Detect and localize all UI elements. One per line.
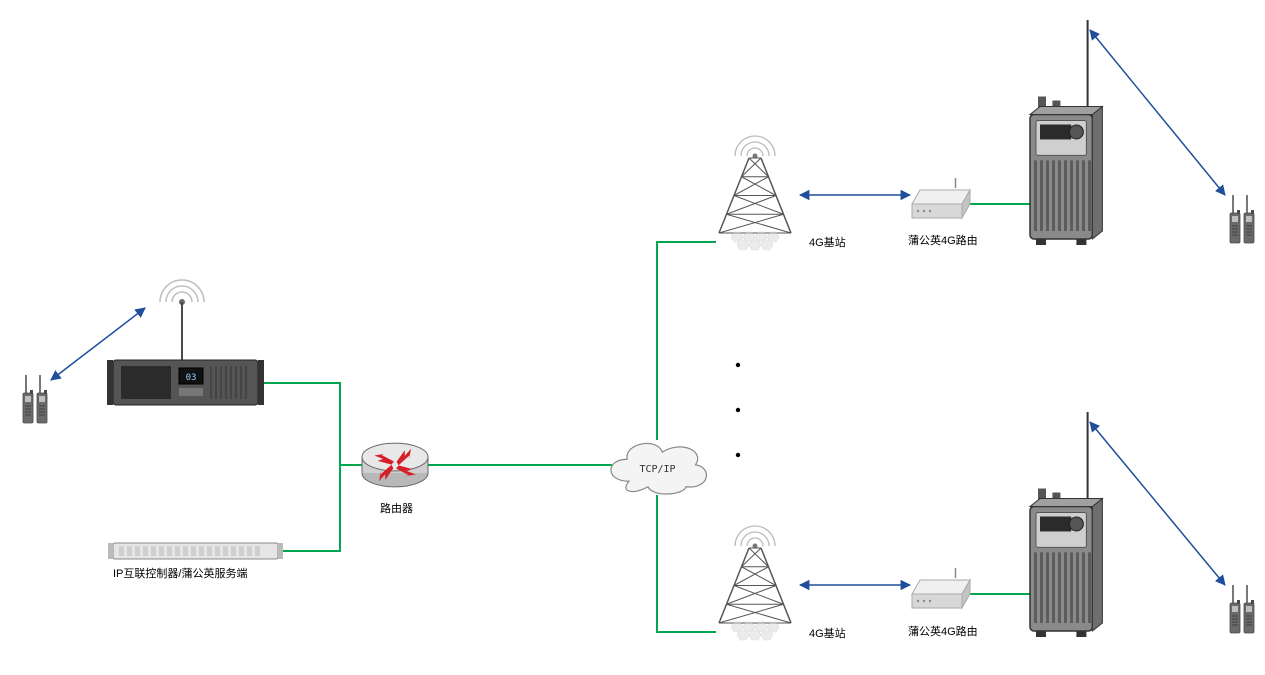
svg-text:03: 03 <box>186 373 197 383</box>
cell-tower-icon <box>719 136 791 250</box>
repeater-icon: 03 <box>107 360 264 405</box>
label-base-station-top: 4G基站 <box>809 234 846 250</box>
label-dgy-router-top: 蒲公英4G路由 <box>908 232 978 248</box>
antenna-icon <box>160 280 204 360</box>
small-router-icon <box>912 568 970 608</box>
field-radio-icon <box>1030 412 1102 637</box>
label-base-station-bottom: 4G基站 <box>809 625 846 641</box>
cloud-icon: TCP/IP <box>611 443 706 494</box>
cell-tower-icon <box>719 526 791 640</box>
svg-text:TCP/IP: TCP/IP <box>639 464 675 475</box>
label-router: 路由器 <box>380 500 413 516</box>
field-radio-icon <box>1030 20 1102 245</box>
handheld-radio-icon <box>1230 195 1254 243</box>
small-router-icon <box>912 178 970 218</box>
label-dgy-router-bottom: 蒲公英4G路由 <box>908 623 978 639</box>
router-icon <box>362 443 428 487</box>
rack-server-icon <box>108 543 283 559</box>
handheld-radio-icon <box>23 375 47 423</box>
handheld-radio-icon <box>1230 585 1254 633</box>
label-ip-controller: IP互联控制器/蒲公英服务端 <box>113 565 247 581</box>
